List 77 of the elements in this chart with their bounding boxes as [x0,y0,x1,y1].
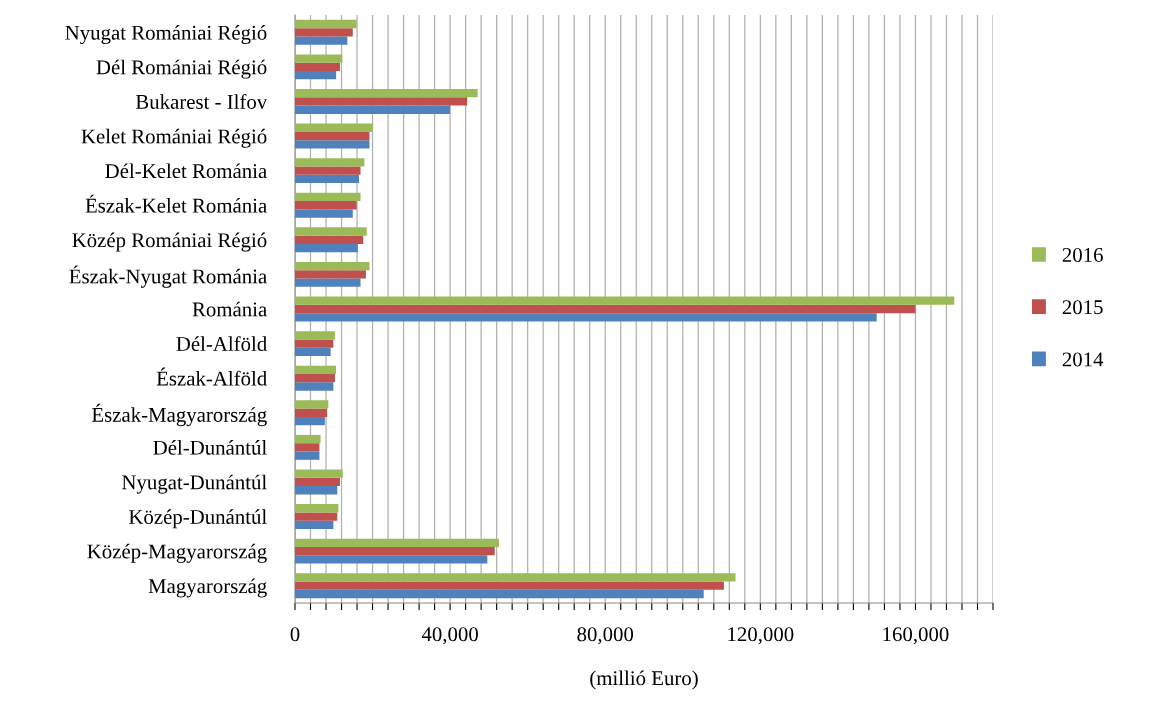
bar [295,304,916,314]
bar [295,538,499,547]
bar [295,227,367,236]
y-tick-label: Észak-Alföld [156,367,267,386]
bar [295,382,334,391]
x-tick-label: 120,000 [728,627,794,645]
x-tick-label: 40,000 [421,627,478,645]
bar [295,416,325,426]
bar [295,504,339,513]
bar [295,434,321,444]
bar [295,270,366,279]
y-tick-label: Közép-Magyarország [87,543,267,563]
bar [295,278,361,287]
y-tick-label: Észak-Nyugat Románia [69,265,267,288]
bar [295,546,495,556]
bar [295,400,329,409]
y-tick-label: Magyarország [148,578,267,598]
y-tick-label: Észak-Magyarország [91,403,267,427]
bar [295,131,370,141]
bar [295,62,340,72]
bar [295,123,373,132]
bar [295,408,328,417]
bar [295,512,338,521]
bar [295,331,335,340]
bar [295,573,736,582]
bar [295,347,331,357]
bar [295,140,370,149]
bar [295,486,338,495]
bar [295,313,877,322]
y-tick-label: Románia [192,301,267,317]
legend-label: 2016 [1062,247,1103,262]
y-tick-label: Kelet Romániai Régió [81,128,267,148]
bar [295,443,320,452]
bar [295,520,334,529]
bar [295,451,320,460]
bar [295,339,334,348]
x-tick-label: 0 [290,627,300,642]
bar [295,201,357,210]
x-tick-label: 160,000 [883,627,949,645]
bar [295,261,370,271]
y-tick-label: Dél-Kelet Románia [105,163,267,179]
y-tick-label: Közép-Dunántúl [128,509,267,529]
bar [295,54,343,63]
bar [295,97,468,106]
bar [295,209,353,218]
bar [295,174,359,184]
bar [295,192,361,202]
bar [295,477,340,487]
y-tick-label: Nyugat-Dunántúl [122,474,267,494]
bar [295,105,451,114]
bar [295,589,704,599]
bar [295,365,337,375]
y-tick-label: Dél Romániai Régió [96,59,267,79]
bar [295,243,358,253]
bar [295,158,365,167]
legend-label: 2015 [1062,300,1103,315]
y-tick-label: Bukarest - Ilfov [135,94,268,109]
bar [295,374,335,383]
x-axis-title: (millió Euro) [590,670,698,690]
bar [295,296,955,305]
bar [295,89,478,98]
bar [295,28,353,37]
bar [295,581,724,590]
bar [295,166,361,175]
bar [295,235,364,244]
x-tick-label: 80,000 [577,627,634,645]
bar [295,71,337,80]
bar [295,469,343,478]
y-tick-label: Közép Romániai Régió [72,232,267,252]
y-tick-label: Nyugat Romániai Régió [65,25,267,45]
y-tick-label: Észak-Kelet Románia [85,194,267,213]
bar [295,19,357,29]
legend-label: 2014 [1062,352,1104,367]
y-tick-label: Dél-Dunántúl [153,440,267,455]
bar [295,555,488,564]
y-tick-label: Dél-Alföld [176,336,267,352]
bar [295,36,348,45]
